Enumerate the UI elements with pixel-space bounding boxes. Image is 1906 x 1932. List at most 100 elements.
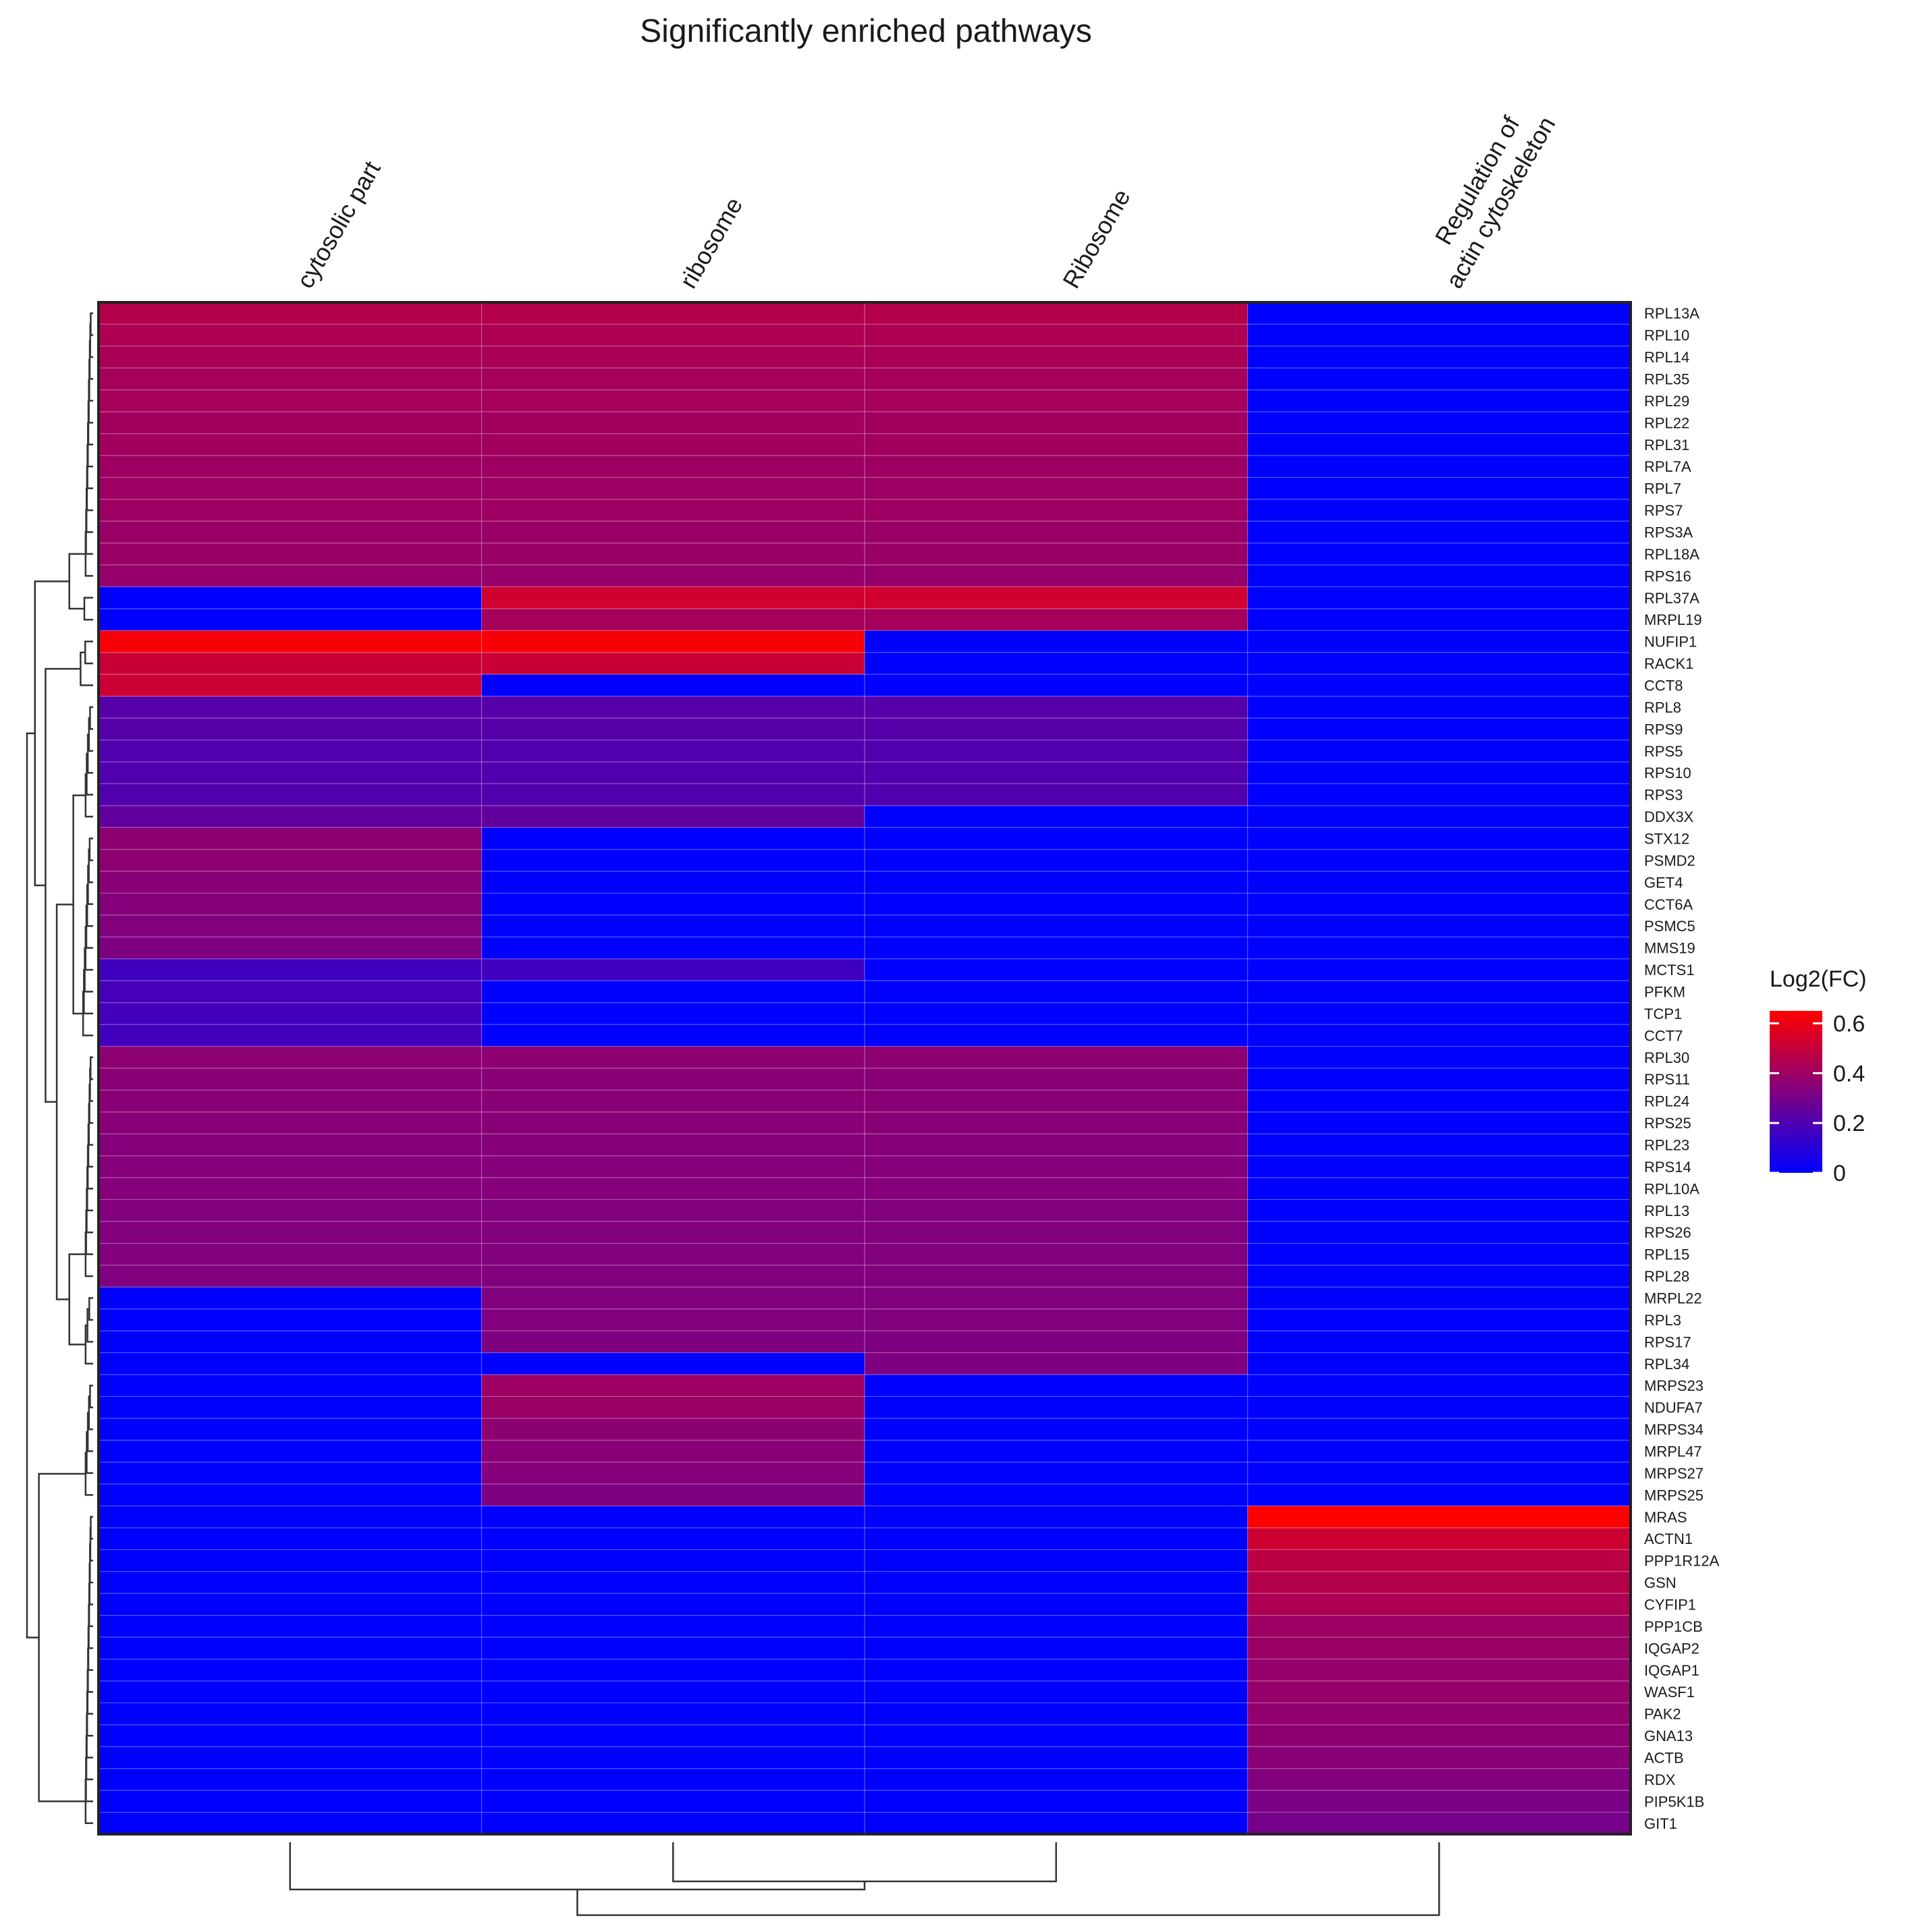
heatmap-cell [1247, 477, 1631, 500]
heatmap-cell [1247, 1375, 1631, 1398]
heatmap-cell [865, 1396, 1249, 1419]
row-label: ACTB [1644, 1750, 1684, 1767]
heatmap-cell [1247, 433, 1631, 456]
heatmap-cell [865, 586, 1249, 609]
heatmap-cell [1247, 849, 1631, 872]
heatmap-cell [1247, 586, 1631, 609]
heatmap-cell [865, 1637, 1249, 1660]
heatmap-cell [1247, 1418, 1631, 1441]
heatmap-cell [481, 1790, 865, 1813]
heatmap-cell [865, 1681, 1249, 1704]
heatmap-cell [865, 1462, 1249, 1485]
heatmap-cell [99, 499, 483, 522]
heatmap-cell [481, 981, 865, 1003]
heatmap-cell [1247, 1681, 1631, 1704]
row-label: GIT1 [1644, 1815, 1677, 1832]
color-legend: Log2(FC) 0.6 0.4 0.2 0 [1770, 966, 1867, 1186]
heatmap-cell [865, 1024, 1249, 1047]
row-label: STX12 [1644, 831, 1689, 848]
dendro-branch [88, 1103, 93, 1146]
row-label: MRAS [1644, 1509, 1687, 1526]
heatmap-cell [1247, 1637, 1631, 1660]
row-label: PPP1R12A [1644, 1553, 1720, 1570]
heatmap-cell [99, 1681, 483, 1704]
heatmap-cell [99, 1068, 483, 1091]
heatmap-cell [1247, 652, 1631, 675]
row-labels: RPL13A RPL10 RPL14 RPL35 RPL29 RPL22 RPL31 RPL7… [1644, 305, 1720, 1832]
heatmap-cell [99, 871, 483, 894]
heatmap-cell [481, 1440, 865, 1463]
heatmap-cell [865, 1068, 1249, 1091]
heatmap-cell [481, 368, 865, 391]
column-label-line: ribosome [674, 192, 748, 293]
heatmap-cell [865, 762, 1249, 785]
heatmap-cell [865, 565, 1249, 588]
dendro-branch [68, 553, 86, 610]
legend-title: Log2(FC) [1770, 966, 1867, 992]
heatmap-cell [99, 302, 483, 325]
dendro-branch [83, 597, 93, 621]
dendro-branch [87, 864, 93, 906]
heatmap-cell [1247, 958, 1631, 981]
heatmap-cell [99, 1352, 483, 1375]
row-label: MRPL47 [1644, 1443, 1702, 1460]
heatmap-cell [1247, 1812, 1631, 1835]
row-label: PIP5K1B [1644, 1793, 1704, 1810]
heatmap-cell [481, 1243, 865, 1266]
heatmap-cell [865, 346, 1249, 368]
heatmap-cell [481, 1462, 865, 1485]
heatmap-cell [99, 1506, 483, 1528]
heatmap-cell [481, 740, 865, 763]
heatmap-cell [865, 543, 1249, 565]
heatmap-cell [865, 915, 1249, 938]
heatmap-cell [481, 1396, 865, 1419]
heatmap-cell [481, 346, 865, 368]
row-label: IQGAP2 [1644, 1640, 1699, 1657]
heatmap-cell [481, 1178, 865, 1200]
dendro-branch [88, 837, 93, 862]
heatmap-cell [865, 1199, 1249, 1222]
legend-tick-label: 0.2 [1833, 1111, 1865, 1136]
row-label: RPL34 [1644, 1356, 1689, 1373]
heatmap-cell [481, 1308, 865, 1331]
heatmap-cell [99, 937, 483, 960]
heatmap-cell [1247, 1790, 1631, 1813]
heatmap-cell [99, 1090, 483, 1113]
dendro-branch [89, 1384, 93, 1408]
heatmap-cell [99, 783, 483, 806]
row-label: RPS3 [1644, 787, 1683, 804]
heatmap-cell [481, 477, 865, 500]
heatmap-cell [99, 412, 483, 435]
heatmap-cell [481, 1046, 865, 1069]
heatmap-cell [99, 1243, 483, 1266]
heatmap-cell [1247, 1593, 1631, 1616]
heatmap-cell [865, 412, 1249, 435]
heatmap-cell [481, 1111, 865, 1134]
heatmap-cell [99, 630, 483, 653]
heatmap-cell [481, 937, 865, 960]
heatmap-cell [1247, 565, 1631, 588]
row-label: NUFIP1 [1644, 634, 1697, 651]
heatmap-cell [865, 1221, 1249, 1244]
heatmap-cell [865, 477, 1249, 500]
heatmap-cell [99, 674, 483, 697]
heatmap-cell [481, 389, 865, 412]
heatmap-cell [1247, 389, 1631, 412]
heatmap-cell [865, 783, 1249, 806]
heatmap-cell [865, 981, 1249, 1003]
heatmap-cell [481, 718, 865, 741]
heatmap-cell [1247, 1090, 1631, 1113]
heatmap-cell [865, 1046, 1249, 1069]
heatmap-cell [99, 1265, 483, 1288]
heatmap-cell [99, 1746, 483, 1769]
heatmap-cell [1247, 1002, 1631, 1025]
heatmap-cell [1247, 1396, 1631, 1419]
heatmap-cell [99, 827, 483, 850]
heatmap-cell [99, 1287, 483, 1310]
dendro-branch [88, 1396, 93, 1431]
heatmap-cell [1247, 1178, 1631, 1200]
heatmap-cell [481, 1724, 865, 1747]
row-label: RPL23 [1644, 1137, 1689, 1154]
heatmap-cell [1247, 324, 1631, 347]
